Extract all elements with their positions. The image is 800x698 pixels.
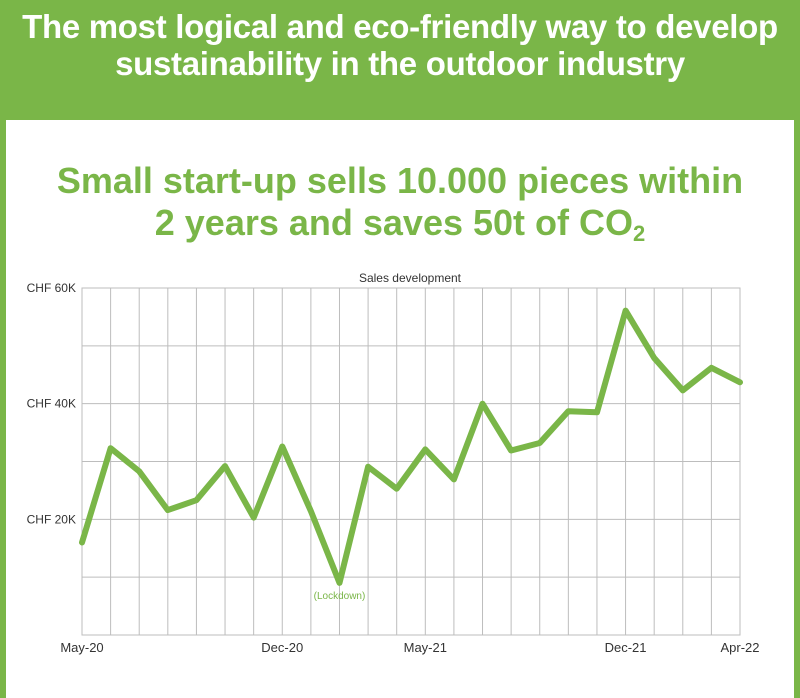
annotation-lockdown: (Lockdown)	[314, 591, 366, 602]
annotations: (Lockdown)	[314, 591, 366, 602]
content-card: Small start-up sells 10.000 pieces withi…	[6, 120, 794, 698]
headline-line-1: The most logical and eco-friendly way to…	[22, 8, 778, 45]
x-tick-label: Apr-22	[720, 640, 759, 655]
x-tick-label: May-20	[60, 640, 103, 655]
subheadline-line-2-text: 2 years and saves 50t of CO	[154, 202, 633, 243]
subheadline-subscript: 2	[633, 221, 646, 246]
subheadline: Small start-up sells 10.000 pieces withi…	[6, 160, 794, 246]
chart-title: Sales development	[359, 271, 462, 285]
y-axis-labels: CHF 60K CHF 40K CHF 20K	[27, 281, 76, 526]
grid	[81, 287, 741, 636]
sales-series-line	[79, 307, 743, 586]
x-tick-label: Dec-21	[605, 640, 647, 655]
page-header: The most logical and eco-friendly way to…	[0, 0, 800, 118]
x-tick-label: Dec-20	[261, 640, 303, 655]
subheadline-line-2: 2 years and saves 50t of CO2	[6, 202, 794, 246]
y-tick-label: CHF 60K	[27, 281, 76, 295]
y-tick-label: CHF 20K	[27, 512, 76, 526]
headline-line-2: sustainability in the outdoor industry	[115, 45, 685, 82]
subheadline-line-1: Small start-up sells 10.000 pieces withi…	[56, 160, 744, 201]
x-tick-label: May-21	[404, 640, 447, 655]
y-tick-label: CHF 40K	[27, 397, 76, 411]
x-axis-labels: May-20 Dec-20 May-21 Dec-21 Apr-22	[60, 640, 759, 655]
